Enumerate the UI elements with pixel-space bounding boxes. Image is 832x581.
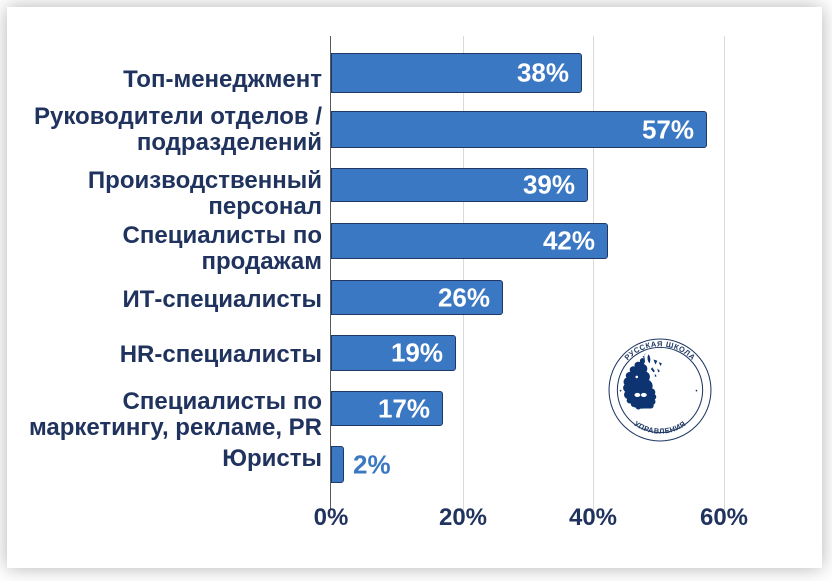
svg-text:•: • — [695, 388, 697, 395]
svg-text:УПРАВЛЕНИЯ: УПРАВЛЕНИЯ — [632, 419, 687, 436]
svg-text:РУССКАЯ ШКОЛА: РУССКАЯ ШКОЛА — [623, 339, 698, 362]
svg-text:•: • — [619, 388, 621, 395]
